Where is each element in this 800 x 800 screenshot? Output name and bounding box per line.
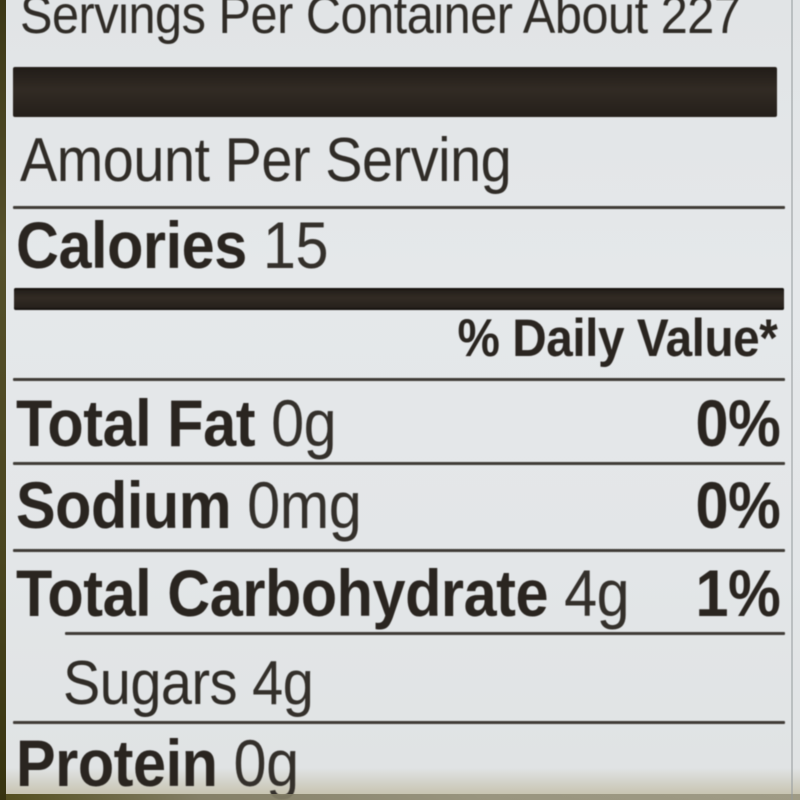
nutrient-row-total-fat: Total Fat 0g 0% <box>16 390 780 456</box>
nutrient-name: Protein <box>16 726 218 800</box>
nutrient-row-protein: Protein 0g <box>16 730 780 796</box>
daily-value-header-label: % Daily Value* <box>457 309 777 368</box>
label-right-edge <box>791 0 793 800</box>
amount-per-serving-heading: Amount Per Serving <box>20 130 566 192</box>
amount-per-serving-label: Amount Per Serving <box>20 126 512 195</box>
divider-line <box>13 462 785 465</box>
nutrient-amount: 0g <box>271 386 337 460</box>
nutrient-amount: 4g <box>564 556 630 630</box>
calories-row: Calories 15 <box>16 212 363 278</box>
nutrient-name: Total Fat <box>16 386 256 460</box>
nutrient-daily-value: 0% <box>695 468 780 542</box>
separator-bar-thick <box>13 67 777 117</box>
label-bottom-edge <box>0 794 800 800</box>
separator-bar-medium <box>14 288 784 310</box>
nutrient-amount: 0g <box>233 726 300 800</box>
divider-line <box>13 549 785 552</box>
calories-label: Calories <box>16 208 247 282</box>
nutrient-daily-value: 0% <box>695 386 780 460</box>
label-left-edge <box>0 0 6 800</box>
daily-value-header: % Daily Value* <box>422 312 777 365</box>
nutrient-amount: 0mg <box>247 468 362 542</box>
nutrient-name: Total Carbohydrate <box>16 556 549 630</box>
nutrient-daily-value: 1% <box>695 556 780 630</box>
nutrient-name: Sodium <box>16 468 232 542</box>
divider-line-indented <box>65 632 785 635</box>
divider-line <box>13 378 785 381</box>
nutrient-row-total-carbohydrate: Total Carbohydrate 4g 1% <box>16 560 780 626</box>
nutrient-name: Sugars <box>63 649 238 718</box>
divider-line <box>13 721 785 724</box>
divider-line <box>13 206 785 209</box>
servings-per-container-value: Servings Per Container About 227 <box>20 0 741 45</box>
servings-per-container-text: Servings Per Container About 227 <box>20 0 800 42</box>
nutrient-amount: 4g <box>252 649 314 718</box>
nutrient-row-sugars: Sugars 4g <box>63 653 780 715</box>
nutrient-row-sodium: Sodium 0mg 0% <box>16 472 780 538</box>
calories-value: 15 <box>262 208 329 282</box>
